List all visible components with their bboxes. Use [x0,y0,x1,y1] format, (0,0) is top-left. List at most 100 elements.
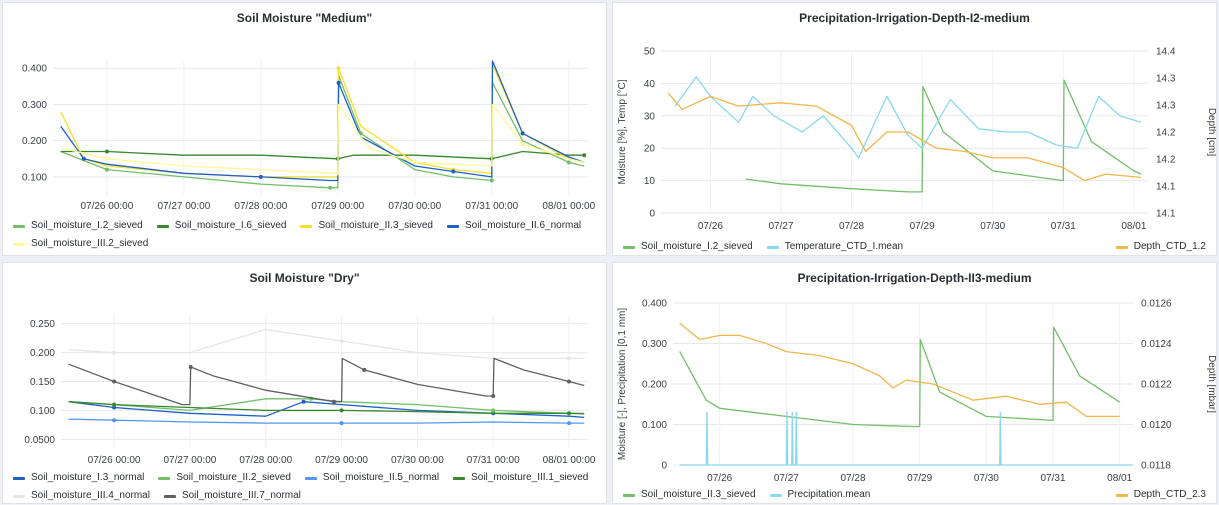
series-line-1 [679,326,1121,428]
panel-title: Soil Moisture "Dry" [249,271,360,285]
series-point [301,399,306,404]
x-tick-label: 08/01 00:00 [543,455,596,466]
y-tick-label: 10 [644,176,656,187]
series-point [335,171,340,176]
panel-soil-moisture-medium: Soil Moisture "Medium" 0.100 0.200 0.300 0.… [2,2,607,256]
series-point [451,169,456,174]
legend-label: Soil_moisture_II.6_normal [464,220,582,231]
legend-label: Soil_moisture_III.4_normal [31,490,150,501]
legend-item[interactable]: Soil_moisture_III.4_normal [13,488,150,503]
x-tick-label: 07/26 [698,221,723,232]
legend-swatch [453,476,466,480]
y-right-axis-label: Depth [cm] [1206,108,1217,157]
y-right-tick-label: 0.0126 [1141,299,1172,310]
legend-label: Soil_moisture_I.2_sieved [31,220,143,231]
legend-item[interactable]: Soil_moisture_II.5_normal [304,470,439,486]
legend-item[interactable]: Soil_moisture_II.3_sieved [300,218,433,234]
series-line-5 [68,328,585,360]
series-line-3 [60,63,585,178]
y-right-tick-label: 14.4 [1156,47,1176,58]
legend-swatch [766,245,779,249]
x-tick-label: 07/29 [910,221,935,232]
legend-label: Soil_moisture_I.3_normal [31,472,145,483]
y-right-tick-label: 14.1 [1156,209,1176,220]
x-tick-label: 07/31 [1051,221,1076,232]
y-right-tick-label: 14.2 [1156,155,1176,166]
x-tick-label: 07/31 00:00 [465,201,518,212]
series-point [339,408,344,413]
legend-item[interactable]: Soil_moisture_I.3_normal [13,470,144,486]
series-line-5 [60,103,585,174]
x-tick-label: 07/26 00:00 [88,455,141,466]
y-tick-label: 0.200 [22,136,47,147]
chart-precip-irrigation-i2: 0 10 20 30 40 50 07/26 07/27 07/28 07/29 07/30 07/3… [617,47,1217,233]
legend-item[interactable]: Soil_moisture_III.2_sieved [13,236,148,252]
legend-swatch [1115,493,1128,497]
y-tick-label: 0.200 [642,380,667,391]
series-line-6 [68,357,585,406]
y-tick-label: 0.100 [22,172,47,183]
legend-swatch [300,224,313,228]
legend-item[interactable]: Depth_CTD_1.2 [1115,239,1206,255]
panel-title: Precipitation-Irrigation-Depth-I2-medium [799,11,1030,25]
legend-item[interactable]: Soil_moisture_II.3_sieved [623,487,756,503]
chart-precip-irrigation-ii3: 0 0.100 0.200 0.300 0.400 07/26 07/27 07/28 07/2… [617,299,1216,485]
legend-label: Depth_CTD_1.2 [1133,241,1206,252]
series-line-2 [60,150,585,160]
legend-swatch [446,224,459,228]
y-tick-label: 30 [644,111,656,122]
legend-label: Precipitation.mean [787,489,871,500]
panel-soil-moisture-dry: Soil Moisture "Dry" 0.0500 0.100 0.150 0.20… [2,262,607,504]
y-axis-label: Moisture [-], Precipitation [0,1 mm] [617,308,628,460]
series-point [567,356,571,361]
x-tick-label: 08/01 [1121,221,1146,232]
legend-swatch [13,224,25,228]
legend-item[interactable]: Soil_moisture_III.1_sieved [453,470,588,486]
y-tick-label: 40 [644,79,656,90]
legend-item[interactable]: Soil_moisture_I.2_sieved [623,239,753,255]
legend-item[interactable]: Soil_moisture_I.2_sieved [13,218,143,234]
legend-item[interactable]: Temperature_CTD_I.mean [766,239,903,255]
y-tick-label: 0.300 [642,339,667,350]
legend-label: Soil_moisture_II.3_sieved [318,220,433,231]
chart-soil-moisture-medium: 0.100 0.200 0.300 0.400 07/26 00:00 07/27 00:… [22,60,596,212]
x-tick-label: 07/26 00:00 [80,201,133,212]
legend-item[interactable]: Depth_CTD_2.3 [1115,487,1206,503]
legend: Soil_moisture_I.2_sieved Soil_moisture_I.… [13,218,596,252]
legend-item[interactable]: Soil_moisture_III.7_normal [163,488,301,503]
x-tick-label: 07/27 [768,221,793,232]
series-point [112,350,117,355]
series-line-2 [674,76,1142,159]
y-tick-label: 0.300 [22,100,47,111]
y-tick-label: 0.250 [30,319,55,330]
series-point [188,365,193,369]
series-point [520,131,525,136]
legend: Soil_moisture_I.3_normal Soil_moisture_II… [13,470,596,503]
legend-label: Soil_moisture_II.2_sieved [176,472,291,483]
series-point [491,394,496,398]
y-tick-label: 0.200 [30,348,55,359]
legend-item[interactable]: Soil_moisture_II.2_sieved [158,470,291,486]
legend-label: Soil_moisture_I.2_sieved [641,241,753,252]
series-line-3 [68,418,585,424]
legend-item[interactable]: Precipitation.mean [769,487,871,503]
legend-item[interactable]: Soil_moisture_II.6_normal [446,218,582,234]
panel-title: Soil Moisture "Medium" [236,11,373,25]
legend-swatch [163,494,176,498]
series-point [81,156,86,161]
x-tick-label: 07/27 [774,473,799,484]
x-tick-label: 07/27 00:00 [163,455,216,466]
panel-precip-irrigation-i2: Precipitation-Irrigation-Depth-I2-medium… [612,2,1217,256]
series-point [112,405,117,410]
y-axis-label: Moisture [%], Temp [°C] [617,79,628,184]
x-tick-label: 07/26 [707,473,732,484]
y-tick-label: 0.0500 [24,435,55,446]
x-tick-label: 07/29 00:00 [311,201,364,212]
series-line-2 [679,411,1133,466]
series-point [104,167,109,172]
x-tick-label: 07/28 00:00 [234,201,287,212]
legend-item[interactable]: Soil_moisture_I.6_sieved [156,218,286,234]
legend-label: Soil_moisture_III.2_sieved [31,238,149,249]
legend-swatch [158,476,171,480]
y-right-tick-label: 0.0120 [1141,420,1172,431]
